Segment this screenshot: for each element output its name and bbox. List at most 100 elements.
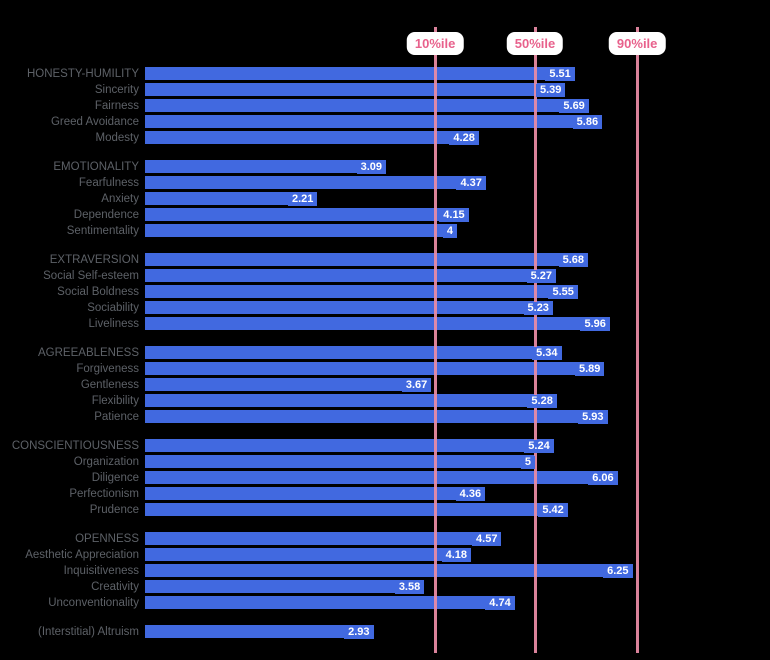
bar-row: OPENNESS 4.57 — [0, 531, 770, 547]
score-bar: 5.39 — [145, 83, 566, 97]
bar-track: 6.06 — [145, 470, 770, 486]
row-label: (Interstitial) Altruism — [38, 626, 139, 638]
score-value-label: 2.93 — [344, 626, 374, 639]
row-label: Perfectionism — [69, 488, 139, 500]
bar-row: Sincerity 5.39 — [0, 82, 770, 98]
bar-row: Sociability 5.23 — [0, 300, 770, 316]
score-bar: 5.34 — [145, 346, 562, 360]
score-bar: 5.68 — [145, 253, 589, 267]
bar-track: 5.89 — [145, 361, 770, 377]
row-label: Diligence — [91, 472, 139, 484]
score-value-label: 4.57 — [472, 533, 502, 546]
bar-row: Creativity 3.58 — [0, 579, 770, 595]
bar-track: 3.67 — [145, 377, 770, 393]
bar-track: 5.28 — [145, 393, 770, 409]
bar-track: 4.74 — [145, 595, 770, 611]
bar-track: 5.55 — [145, 284, 770, 300]
row-label: Gentleness — [80, 379, 139, 391]
row-label: Organization — [73, 456, 139, 468]
facet-group-4: CONSCIENTIOUSNESS 5.24 Organization 5 Dilige… — [0, 438, 770, 518]
bar-track: 3.58 — [145, 579, 770, 595]
score-value-label: 5.96 — [580, 318, 610, 331]
bar-track: 5.96 — [145, 316, 770, 332]
score-bar: 4 — [145, 224, 457, 238]
score-value-label: 5.27 — [526, 270, 557, 283]
bar-track: 5 — [145, 454, 770, 470]
bar-row: EMOTIONALITY 3.09 — [0, 159, 770, 175]
bar-row: CONSCIENTIOUSNESS 5.24 — [0, 438, 770, 454]
row-label: Forgiveness — [76, 363, 139, 375]
score-value-label: 5.51 — [545, 68, 575, 81]
row-label: Greed Avoidance — [50, 116, 139, 128]
row-label: EXTRAVERSION — [49, 254, 139, 266]
score-bar: 2.21 — [145, 192, 318, 206]
row-label: Inquisitiveness — [63, 565, 139, 577]
bar-row: Patience 5.93 — [0, 409, 770, 425]
score-bar: 3.67 — [145, 378, 432, 392]
row-label: HONESTY-HUMILITY — [26, 68, 139, 80]
score-value-label: 5.24 — [524, 440, 554, 453]
bar-row: HONESTY-HUMILITY 5.51 — [0, 66, 770, 82]
bar-track: 5.69 — [145, 98, 770, 114]
score-bar: 5.55 — [145, 285, 578, 299]
score-bar: 5.28 — [145, 394, 557, 408]
score-bar: 5.96 — [145, 317, 610, 331]
bar-track: 5.27 — [145, 268, 770, 284]
bar-rows-layer: HONESTY-HUMILITY 5.51 Sincerity 5.39 Fairnes… — [0, 66, 770, 653]
bar-track: 5.34 — [145, 345, 770, 361]
bar-track: 5.39 — [145, 82, 770, 98]
bar-row: Modesty 4.28 — [0, 130, 770, 146]
score-bar: 6.06 — [145, 471, 618, 485]
row-label: Sincerity — [94, 84, 139, 96]
bar-row: Social Boldness 5.55 — [0, 284, 770, 300]
score-bar: 5.89 — [145, 362, 605, 376]
score-value-label: 5.93 — [578, 411, 608, 424]
score-value-label: 5.39 — [535, 84, 566, 97]
bar-track: 5.86 — [145, 114, 770, 130]
bar-track: 4.15 — [145, 207, 770, 223]
score-bar: 4.15 — [145, 208, 469, 222]
bar-track: 5.24 — [145, 438, 770, 454]
bar-row: Gentleness 3.67 — [0, 377, 770, 393]
score-bar: 5.86 — [145, 115, 603, 129]
bar-track: 5.42 — [145, 502, 770, 518]
score-value-label: 4.74 — [485, 597, 515, 610]
score-value-label: 4 — [442, 225, 457, 238]
row-label: Creativity — [91, 581, 139, 593]
row-label: Prudence — [89, 504, 139, 516]
facet-group-1: EMOTIONALITY 3.09 Fearfulness 4.37 Anxiety 2.… — [0, 159, 770, 239]
bar-row: Unconventionality 4.74 — [0, 595, 770, 611]
score-value-label: 4.28 — [449, 132, 479, 145]
score-value-label: 5 — [520, 456, 535, 469]
bar-track: 4.57 — [145, 531, 770, 547]
score-bar: 4.57 — [145, 532, 502, 546]
bar-row: (Interstitial) Altruism 2.93 — [0, 624, 770, 640]
row-label: Dependence — [73, 209, 139, 221]
row-label: Sociability — [87, 302, 139, 314]
score-bar: 5.51 — [145, 67, 575, 81]
score-bar: 3.09 — [145, 160, 387, 174]
row-label: Fearfulness — [78, 177, 139, 189]
bar-track: 4.28 — [145, 130, 770, 146]
bar-row: Dependence 4.15 — [0, 207, 770, 223]
row-label: OPENNESS — [75, 533, 139, 545]
bar-track: 5.68 — [145, 252, 770, 268]
bar-row: Perfectionism 4.36 — [0, 486, 770, 502]
score-value-label: 5.89 — [574, 363, 605, 376]
row-label: Flexibility — [91, 395, 139, 407]
bar-row: Greed Avoidance 5.86 — [0, 114, 770, 130]
bar-row: Organization 5 — [0, 454, 770, 470]
row-label: EMOTIONALITY — [53, 161, 139, 173]
bar-row: Inquisitiveness 6.25 — [0, 563, 770, 579]
bar-row: Social Self-esteem 5.27 — [0, 268, 770, 284]
score-bar: 4.28 — [145, 131, 479, 145]
row-label: Unconventionality — [48, 597, 139, 609]
percentile-label: 90%ile — [608, 32, 666, 55]
score-value-label: 3.09 — [356, 161, 387, 174]
score-bar: 5.23 — [145, 301, 553, 315]
bar-row: Anxiety 2.21 — [0, 191, 770, 207]
score-bar: 6.25 — [145, 564, 633, 578]
bar-track: 2.21 — [145, 191, 770, 207]
score-value-label: 6.25 — [603, 565, 633, 578]
score-bar: 5 — [145, 455, 535, 469]
